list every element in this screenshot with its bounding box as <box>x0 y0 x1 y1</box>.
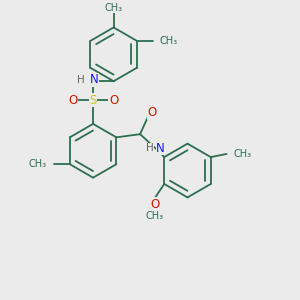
Text: H: H <box>77 75 85 85</box>
Text: CH₃: CH₃ <box>146 211 164 220</box>
Text: O: O <box>109 94 118 107</box>
Text: CH₃: CH₃ <box>105 2 123 13</box>
Text: O: O <box>68 94 77 107</box>
Text: CH₃: CH₃ <box>233 149 252 159</box>
Text: CH₃: CH₃ <box>29 159 47 169</box>
Text: N: N <box>156 142 165 155</box>
Text: O: O <box>150 198 159 211</box>
Text: O: O <box>147 106 156 119</box>
Text: CH₃: CH₃ <box>160 36 178 46</box>
Text: H: H <box>146 143 153 153</box>
Text: N: N <box>90 73 98 86</box>
Text: S: S <box>89 94 97 107</box>
